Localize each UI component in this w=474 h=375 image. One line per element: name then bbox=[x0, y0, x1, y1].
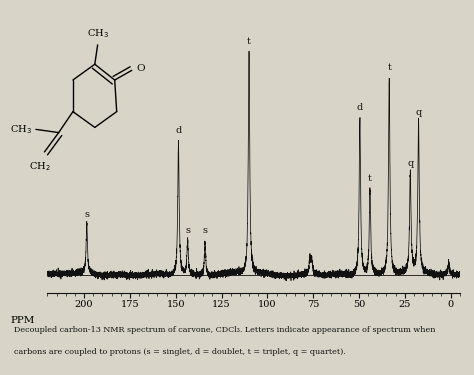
Text: q: q bbox=[415, 108, 422, 117]
Text: CH$_3$: CH$_3$ bbox=[10, 123, 32, 136]
Text: PPM: PPM bbox=[10, 316, 35, 325]
Text: CH$_3$: CH$_3$ bbox=[87, 27, 109, 40]
Text: t: t bbox=[387, 63, 391, 72]
Text: s: s bbox=[202, 226, 208, 235]
Text: s: s bbox=[84, 210, 89, 219]
Text: d: d bbox=[357, 103, 363, 112]
Text: CH$_2$: CH$_2$ bbox=[29, 160, 51, 173]
Text: O: O bbox=[136, 64, 145, 73]
Text: s: s bbox=[185, 226, 190, 235]
Text: t: t bbox=[247, 37, 251, 46]
Text: carbons are coupled to protons (s = singlet, d = doublet, t = triplet, q = quart: carbons are coupled to protons (s = sing… bbox=[14, 348, 346, 356]
Text: t: t bbox=[368, 174, 372, 183]
Text: d: d bbox=[175, 126, 182, 135]
Text: Decoupled carbon-13 NMR spectrum of carvone, CDCl₃. Letters indicate appearance : Decoupled carbon-13 NMR spectrum of carv… bbox=[14, 326, 436, 334]
Text: q: q bbox=[407, 159, 413, 168]
